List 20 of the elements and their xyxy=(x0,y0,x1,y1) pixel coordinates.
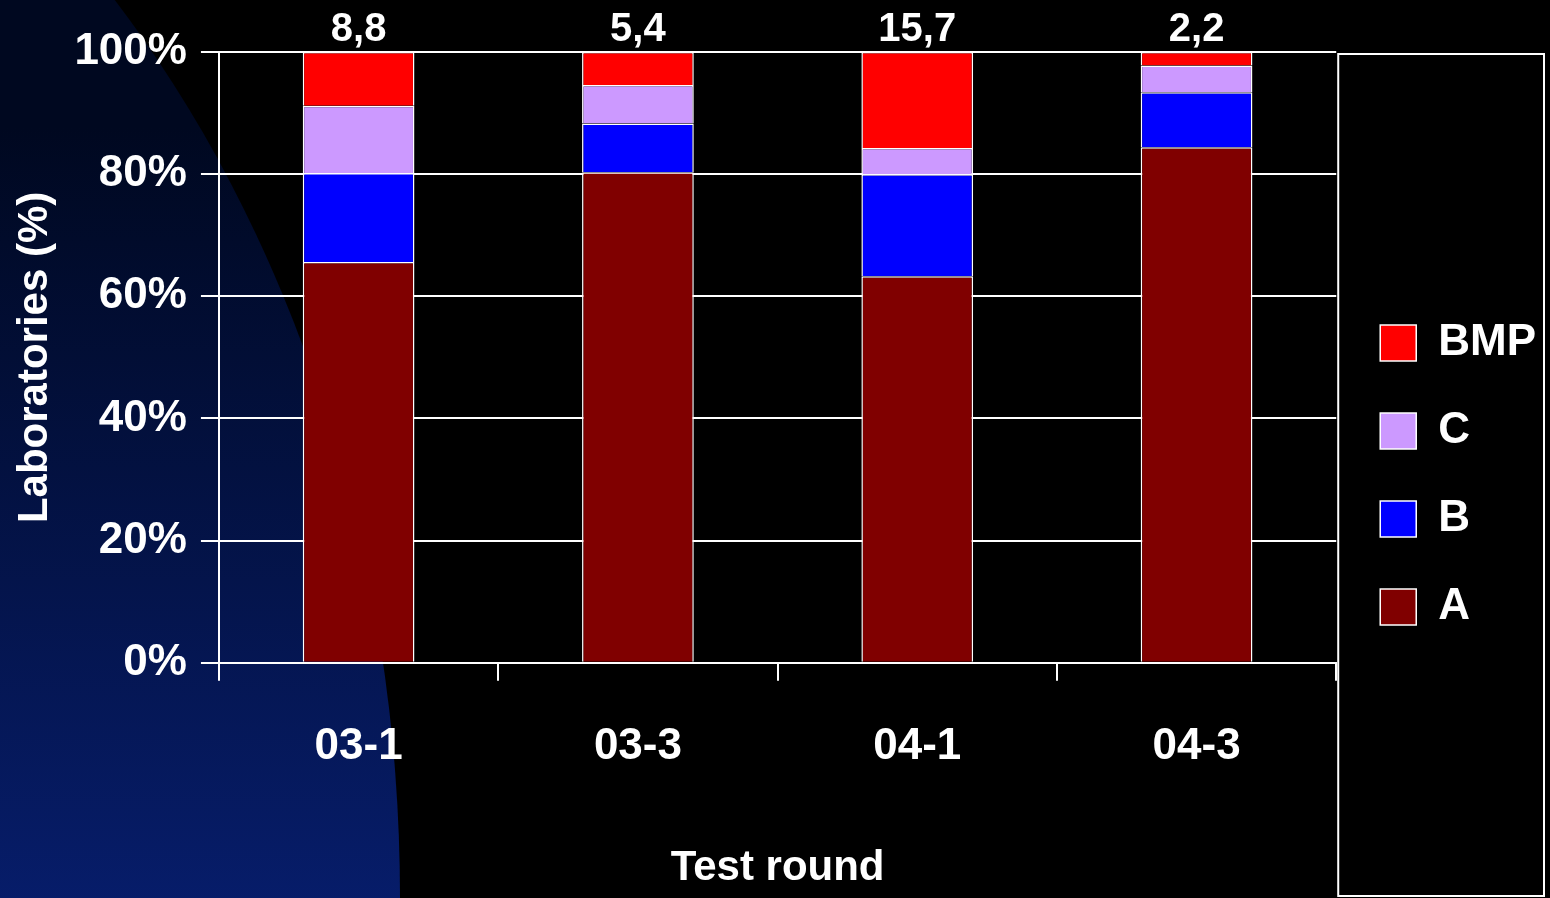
legend-label: BMP xyxy=(1438,315,1537,365)
data-label: 2,2 xyxy=(1168,5,1225,50)
x-tick-label: 03-1 xyxy=(314,719,403,769)
y-tick-label: 80% xyxy=(98,146,187,196)
data-label: 5,4 xyxy=(610,5,667,50)
x-tick-label: 03-3 xyxy=(593,719,682,769)
x-tick-label: 04-3 xyxy=(1152,719,1241,769)
y-tick-label: 40% xyxy=(98,390,187,440)
legend-label: C xyxy=(1438,403,1471,453)
y-tick-label: 60% xyxy=(98,268,187,318)
data-label: 15,7 xyxy=(878,5,957,50)
y-axis-title: Laboratories (%) xyxy=(8,191,56,524)
x-tick-label: 04-1 xyxy=(873,719,962,769)
y-tick-label: 0% xyxy=(123,634,187,684)
data-label: 8,8 xyxy=(330,5,387,50)
x-axis-title: Test round xyxy=(670,842,885,890)
legend-label: B xyxy=(1438,491,1471,541)
legend-label: A xyxy=(1438,579,1471,629)
y-tick-label: 100% xyxy=(74,24,187,74)
y-tick-label: 20% xyxy=(98,512,187,562)
